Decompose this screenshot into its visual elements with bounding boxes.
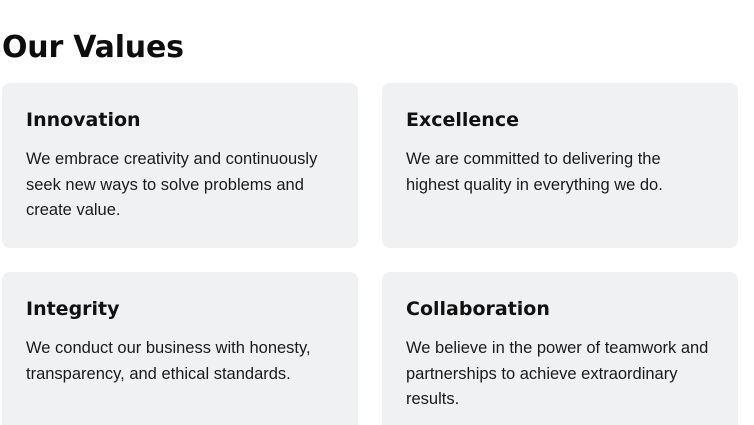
value-card-title: Innovation — [26, 109, 141, 131]
value-card-description: We embrace creativity and continuously s… — [26, 150, 318, 219]
value-card-description: We are committed to delivering the highe… — [406, 150, 663, 194]
page-title: Our Values — [2, 30, 184, 65]
value-card-title: Collaboration — [406, 298, 550, 320]
value-card-description: We believe in the power of teamwork and … — [406, 339, 709, 408]
value-card-title: Excellence — [406, 109, 519, 131]
value-card-integrity: Integrity We conduct our business with h… — [2, 272, 358, 425]
values-grid: Innovation We embrace creativity and con… — [2, 83, 738, 425]
value-card-title: Integrity — [26, 298, 120, 320]
value-card-innovation: Innovation We embrace creativity and con… — [2, 83, 358, 248]
value-card-collaboration: Collaboration We believe in the power of… — [382, 272, 738, 425]
value-card-description: We conduct our business with honesty, tr… — [26, 339, 311, 383]
value-card-excellence: Excellence We are committed to deliverin… — [382, 83, 738, 248]
